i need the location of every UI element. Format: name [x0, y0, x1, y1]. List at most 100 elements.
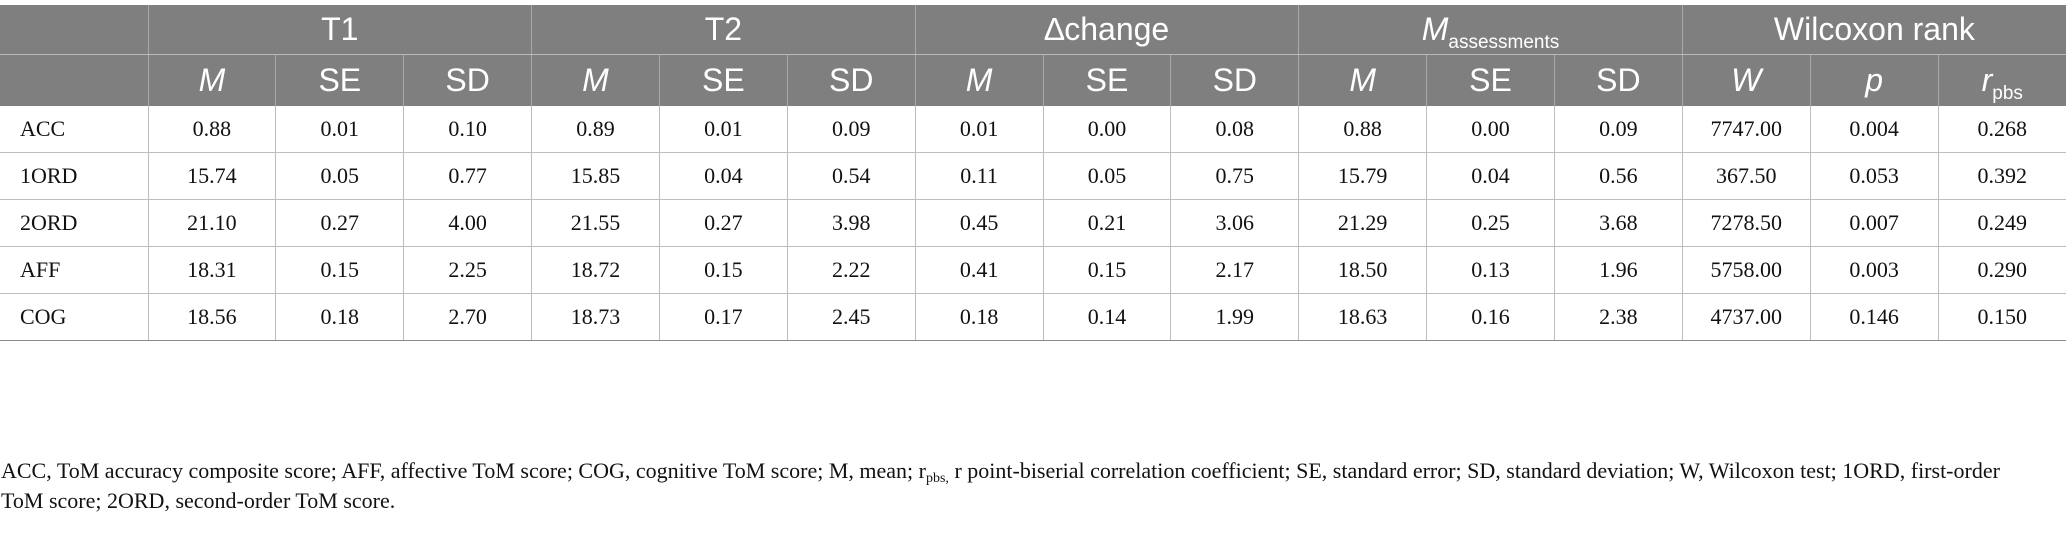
m-assessments-sub: assessments: [1448, 32, 1560, 53]
row-label: AFF: [0, 246, 148, 294]
table-cell: 0.13: [1426, 246, 1555, 294]
table-cell: 0.18: [275, 293, 404, 341]
sub-header-w: W: [1681, 54, 1811, 106]
table-cell: 0.88: [147, 106, 276, 153]
row-label: 1ORD: [0, 152, 148, 200]
table-cell: 0.00: [1426, 106, 1555, 153]
table-cell: 5758.00: [1681, 246, 1811, 294]
table-cell: 4.00: [403, 199, 532, 247]
corner-cell: [0, 5, 148, 55]
table-container: T1 T2 ∆change Massessments Wilcoxon rank…: [0, 5, 2066, 341]
table-row: COG 18.56 0.18 2.70 18.73 0.17 2.45 0.18 0.14 1.9…: [0, 293, 2066, 341]
table-cell: 0.01: [275, 106, 404, 153]
table-cell: 21.55: [531, 199, 660, 247]
table-cell: 0.007: [1809, 199, 1939, 247]
table-cell: 0.77: [403, 152, 532, 200]
group-header-change: ∆change: [914, 5, 1299, 55]
table-cell: 1.99: [1170, 293, 1299, 341]
table-cell: 18.31: [147, 246, 276, 294]
table-row: ACC 0.88 0.01 0.10 0.89 0.01 0.09 0.01 0.00 0.08 0…: [0, 106, 2066, 153]
sub-header-m: M: [1298, 54, 1427, 106]
table-cell: 0.27: [275, 199, 404, 247]
row-label: 2ORD: [0, 199, 148, 247]
table-body: ACC 0.88 0.01 0.10 0.89 0.01 0.09 0.01 0.00 0.08 0…: [0, 106, 2066, 341]
table-cell: 18.56: [147, 293, 276, 341]
table-cell: 0.00: [1042, 106, 1171, 153]
table-cell: 0.15: [275, 246, 404, 294]
table-cell: 21.10: [147, 199, 276, 247]
table-cell: 0.04: [658, 152, 788, 200]
table-cell: 0.75: [1170, 152, 1299, 200]
table-cell: 0.54: [786, 152, 916, 200]
table-cell: 0.290: [1937, 246, 2066, 294]
table-cell: 0.392: [1937, 152, 2066, 200]
table-cell: 0.01: [658, 106, 788, 153]
table-cell: 0.21: [1042, 199, 1171, 247]
table-cell: 367.50: [1681, 152, 1811, 200]
group-header-t1: T1: [147, 5, 532, 55]
m-assessments-base: M: [1421, 11, 1449, 47]
table-cell: 0.08: [1170, 106, 1299, 153]
table-cell: 21.29: [1298, 199, 1427, 247]
table-row: AFF 18.31 0.15 2.25 18.72 0.15 2.22 0.41 0.15 2.1…: [0, 246, 2066, 294]
table-cell: 0.11: [914, 152, 1044, 200]
sub-header-m: M: [531, 54, 660, 106]
table-cell: 0.15: [658, 246, 788, 294]
group-header-t2: T2: [531, 5, 916, 55]
table-cell: 7747.00: [1681, 106, 1811, 153]
sub-header-corner: [0, 54, 148, 106]
table-cell: 0.003: [1809, 246, 1939, 294]
table-cell: 0.09: [786, 106, 916, 153]
table-cell: 15.85: [531, 152, 660, 200]
table-cell: 15.74: [147, 152, 276, 200]
table-cell: 0.150: [1937, 293, 2066, 341]
table-cell: 2.22: [786, 246, 916, 294]
table-cell: 3.06: [1170, 199, 1299, 247]
table-cell: 0.16: [1426, 293, 1555, 341]
table-cell: 0.27: [658, 199, 788, 247]
rpbs-sub: pbs: [1992, 83, 2023, 104]
sub-header-se: SE: [658, 54, 788, 106]
table-cell: 0.249: [1937, 199, 2066, 247]
table-cell: 0.89: [531, 106, 660, 153]
sub-header-se: SE: [275, 54, 404, 106]
table-cell: 7278.50: [1681, 199, 1811, 247]
sub-header-sd: SD: [403, 54, 532, 106]
table-cell: 0.05: [1042, 152, 1171, 200]
table-cell: 1.96: [1553, 246, 1683, 294]
table-cell: 0.14: [1042, 293, 1171, 341]
sub-header-p: p: [1809, 54, 1939, 106]
table-cell: 0.053: [1809, 152, 1939, 200]
table-cell: 18.72: [531, 246, 660, 294]
footnote-sub: pbs,: [925, 471, 949, 486]
sub-header-se: SE: [1042, 54, 1171, 106]
group-header-row: T1 T2 ∆change Massessments Wilcoxon rank: [0, 5, 2066, 55]
table-cell: 2.70: [403, 293, 532, 341]
table-footnote: ACC, ToM accuracy composite score; AFF, …: [1, 456, 2041, 516]
table-cell: 0.04: [1426, 152, 1555, 200]
sub-header-row: M SE SD M SE SD M SE SD M SE SD W p rpbs: [0, 54, 2066, 106]
table-cell: 0.18: [914, 293, 1044, 341]
row-label: COG: [0, 293, 148, 341]
table-cell: 0.15: [1042, 246, 1171, 294]
table-cell: 0.09: [1553, 106, 1683, 153]
group-header-m-assessments: Massessments: [1298, 5, 1683, 55]
table-cell: 0.88: [1298, 106, 1427, 153]
table-cell: 2.25: [403, 246, 532, 294]
table-cell: 2.38: [1553, 293, 1683, 341]
row-label: ACC: [0, 106, 148, 153]
table-cell: 0.10: [403, 106, 532, 153]
results-table: T1 T2 ∆change Massessments Wilcoxon rank…: [0, 5, 2066, 341]
table-row: 1ORD 15.74 0.05 0.77 15.85 0.04 0.54 0.11 0.05 0.…: [0, 152, 2066, 200]
sub-header-m: M: [147, 54, 276, 106]
sub-header-sd: SD: [1170, 54, 1299, 106]
sub-header-rpbs: rpbs: [1937, 54, 2066, 106]
table-cell: 0.146: [1809, 293, 1939, 341]
table-row: 2ORD 21.10 0.27 4.00 21.55 0.27 3.98 0.45 0.21 3.…: [0, 199, 2066, 247]
table-cell: 0.41: [914, 246, 1044, 294]
sub-header-sd: SD: [786, 54, 916, 106]
table-cell: 0.25: [1426, 199, 1555, 247]
table-cell: 18.50: [1298, 246, 1427, 294]
sub-header-m: M: [914, 54, 1044, 106]
table-cell: 0.45: [914, 199, 1044, 247]
